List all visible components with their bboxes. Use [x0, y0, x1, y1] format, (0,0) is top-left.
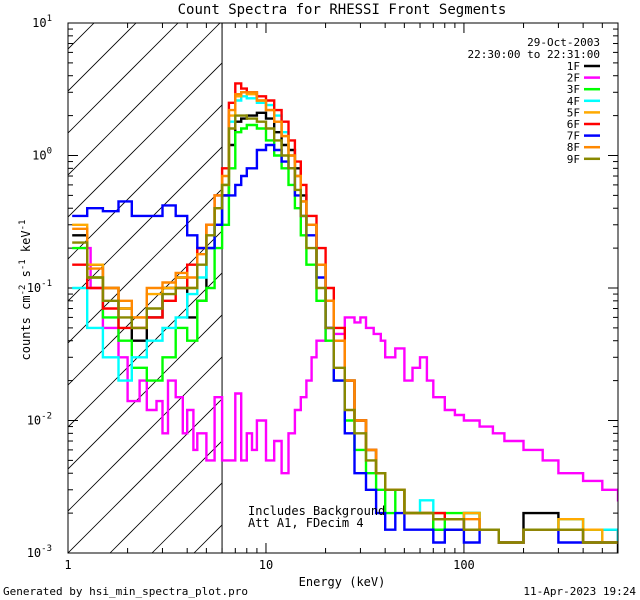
y-axis-label-exp3: -1	[18, 220, 28, 231]
x-tick-label: 100	[453, 558, 475, 572]
hatch-line	[320, 0, 640, 553]
hatch-line	[68, 104, 223, 260]
time-range-label: 22:30:00 to 22:31:00	[468, 48, 600, 61]
legend-label: 7F	[567, 130, 580, 143]
y-axis-label-main: counts cm	[19, 295, 33, 360]
hatch-region	[0, 0, 640, 553]
series-layer	[72, 82, 618, 553]
hatch-line	[0, 0, 12, 553]
y-tick-label: 101	[32, 14, 52, 30]
legend-label: 5F	[567, 106, 580, 119]
series-7F	[72, 143, 618, 544]
legend-label: 8F	[567, 141, 580, 154]
hatch-line	[362, 0, 640, 553]
plot-frame	[67, 22, 619, 554]
legend-label: 4F	[567, 95, 580, 108]
series-2F	[83, 246, 618, 502]
x-tick-label: 10	[259, 558, 273, 572]
y-axis-label-tail: keV	[19, 230, 33, 259]
y-tick-label: 10-3	[27, 544, 52, 560]
hatch-line	[0, 0, 96, 553]
hatch-line	[68, 146, 223, 302]
series-9F	[72, 114, 618, 544]
y-axis-label-exp1: -2	[18, 285, 28, 296]
y-tick-label: 10-2	[27, 412, 52, 428]
y-tick-label: 10-1	[27, 279, 52, 295]
y-tick-labels: 10-3 10-2 10-1 100 101	[27, 14, 52, 560]
hatch-line	[68, 398, 223, 553]
annotation-attenuator: Att A1, FDecim 4	[248, 516, 364, 530]
series-4F	[72, 95, 618, 544]
hatch-line	[68, 23, 179, 134]
y-tick-label: 100	[32, 147, 52, 163]
hatch-line	[68, 314, 223, 470]
hatch-line	[572, 0, 640, 553]
x-tick-labels: 1 10 100	[64, 558, 474, 572]
hatch-line	[488, 0, 640, 553]
hatch-line	[530, 0, 640, 553]
legend-label: 9F	[567, 153, 580, 166]
hatch-lines	[0, 0, 640, 553]
hatch-line	[404, 0, 640, 553]
series-3F	[72, 123, 618, 544]
footer-timestamp: 11-Apr-2023 19:24	[523, 585, 636, 598]
y-axis-label: counts cm-2 s-1 keV-1	[18, 220, 33, 361]
legend-label: 3F	[567, 83, 580, 96]
y-axis-label-exp2: -1	[18, 259, 28, 270]
hatch-line	[446, 0, 640, 553]
footer-generated-by: Generated by hsi_min_spectra_plot.pro	[3, 585, 248, 598]
x-axis-label: Energy (keV)	[299, 575, 386, 589]
legend-label: 1F	[567, 60, 580, 73]
chart-title: Count Spectra for RHESSI Front Segments	[178, 2, 507, 18]
hatch-line	[68, 23, 137, 92]
date-label: 29-Oct-2003	[527, 36, 600, 49]
series-1F	[72, 111, 618, 553]
hatch-line	[68, 23, 95, 50]
y-axis-label-mid: s	[19, 270, 33, 284]
hatch-line	[68, 356, 223, 512]
series-6F	[72, 82, 618, 544]
x-tick-label: 1	[64, 558, 71, 572]
legend-label: 2F	[567, 72, 580, 85]
annotation-background: Includes Background	[248, 504, 385, 518]
hatch-line	[68, 62, 223, 218]
hatch-line	[278, 0, 640, 553]
legend-label: 6F	[567, 118, 580, 131]
hatch-line	[68, 188, 223, 344]
